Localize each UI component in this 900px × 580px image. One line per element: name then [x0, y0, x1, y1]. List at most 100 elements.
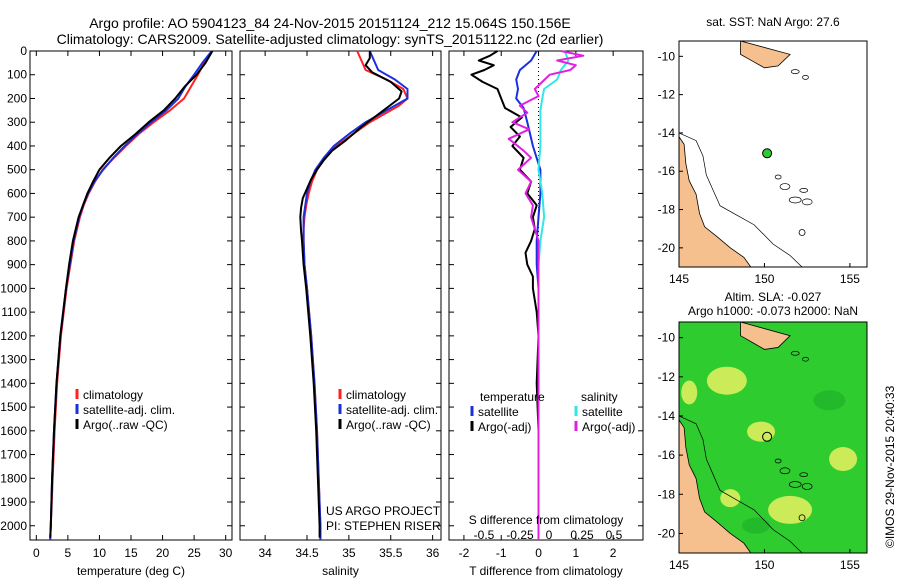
- x-tick-label: 36: [426, 546, 440, 560]
- legend-label-clim: climatology: [346, 388, 406, 402]
- lat-tick-label: -16: [658, 448, 676, 462]
- panel-frame-temperature: [29, 50, 233, 541]
- map-frame: [678, 40, 868, 268]
- x-tick-label: 34.5: [295, 546, 319, 560]
- lat-tick-label: -18: [658, 203, 676, 217]
- lon-tick-label: 150: [754, 558, 774, 572]
- new-guinea-land: [740, 40, 791, 69]
- sst-map: [678, 40, 868, 268]
- sst-map-background: [679, 41, 867, 267]
- sla-high-patch: [747, 421, 776, 442]
- x-tick-label: -1: [496, 546, 507, 560]
- reef-outline: [799, 472, 809, 478]
- reef-outline: [801, 198, 813, 206]
- argo-position-marker: [762, 148, 773, 159]
- depth-tick-label: 400: [7, 139, 27, 153]
- salinity-diff-tick-label: 0.25: [570, 528, 594, 542]
- lat-tick-label: -10: [658, 331, 676, 345]
- lon-tick-label: 155: [840, 272, 860, 286]
- bathymetry-contour: [678, 132, 803, 268]
- project-annotation: US ARGO PROJECT: [326, 504, 441, 518]
- legend-salinity-title: salinity: [581, 390, 618, 404]
- x-tick-label: 10: [93, 546, 107, 560]
- x-axis-label-salinity: S difference from climatology: [469, 513, 624, 527]
- reef-outline: [788, 481, 802, 488]
- map-frame: [678, 321, 868, 554]
- new-guinea-land: [740, 321, 791, 350]
- x-axis-label: salinity: [322, 564, 359, 578]
- lon-tick-label: 155: [840, 558, 860, 572]
- reef-outline: [790, 350, 800, 356]
- reef-outline: [802, 356, 809, 362]
- depth-tick-label: 1500: [0, 400, 27, 414]
- mooring-marker: [798, 229, 806, 236]
- x-tick-label: 2: [610, 546, 617, 560]
- x-tick-label: 25: [187, 546, 201, 560]
- legend-label-temp-sat: satellite: [478, 405, 519, 419]
- legend-label-sal-argo: Argo(-adj): [582, 420, 635, 434]
- sla-high-patch: [681, 380, 698, 405]
- lat-tick-label: -12: [658, 370, 676, 384]
- lat-tick-label: -12: [658, 88, 676, 102]
- depth-tick-label: 600: [7, 186, 27, 200]
- series-line-sat: [49, 50, 213, 541]
- lat-tick-label: -14: [658, 409, 676, 423]
- depth-tick-label: 1200: [0, 329, 27, 343]
- x-tick-label: 35: [342, 546, 356, 560]
- series-line-argo: [49, 50, 214, 538]
- x-tick-label: 5: [65, 546, 72, 560]
- series-line-clim: [49, 50, 213, 541]
- legend-label-sat: satellite-adj. clim.: [83, 403, 175, 417]
- lat-tick-label: -20: [658, 241, 676, 255]
- legend-temperature-title: temperature: [480, 390, 545, 404]
- sla-map-title-line1: Altim. SLA: -0.027: [725, 290, 822, 304]
- depth-tick-label: 1400: [0, 376, 27, 390]
- chart-title-line1: Argo profile: AO 5904123_84 24-Nov-2015 …: [89, 15, 571, 31]
- reef-outline: [774, 174, 782, 180]
- depth-tick-label: 2000: [0, 519, 27, 533]
- depth-tick-label: 300: [7, 115, 27, 129]
- sla-map-title-line2: Argo h1000: -0.073 h2000: NaN: [688, 304, 858, 318]
- salinity-diff-tick-label: 0: [546, 528, 553, 542]
- x-tick-label: 0: [33, 546, 40, 560]
- chart-title-line2: Climatology: CARS2009. Satellite-adjuste…: [56, 31, 604, 47]
- reef-outline: [790, 69, 800, 74]
- lat-tick-label: -10: [658, 49, 676, 63]
- x-tick-label: 15: [124, 546, 138, 560]
- series-line-sat: [302, 50, 409, 540]
- lon-tick-label: 150: [754, 272, 774, 286]
- x-tick-label: 30: [219, 546, 233, 560]
- imos-credit: ©IMOS 29-Nov-2015 20:40:33: [883, 385, 897, 548]
- depth-tick-label: 1800: [0, 471, 27, 485]
- x-axis-label: T difference from climatology: [469, 564, 623, 578]
- reef-outline: [788, 196, 802, 204]
- depth-tick-label: 100: [7, 68, 27, 82]
- lat-tick-label: -18: [658, 487, 676, 501]
- x-tick-label: 34: [258, 546, 272, 560]
- series-line-sal_argo: [507, 50, 585, 540]
- depth-tick-label: 700: [7, 210, 27, 224]
- panel-frame-salinity: [239, 50, 442, 541]
- legend-label-temp-argo: Argo(-adj): [478, 420, 531, 434]
- argo-position-marker: [762, 431, 773, 442]
- depth-tick-label: 0: [20, 44, 27, 58]
- salinity-diff-tick-label: 0.5: [606, 528, 623, 542]
- reef-outline: [779, 183, 791, 190]
- x-tick-label: 20: [156, 546, 170, 560]
- lat-tick-label: -20: [658, 526, 676, 540]
- reef-outline: [802, 75, 809, 80]
- lat-tick-label: -16: [658, 164, 676, 178]
- x-axis-label: temperature (deg C): [77, 564, 185, 578]
- panel-frame-differences: [448, 50, 644, 541]
- lat-tick-label: -14: [658, 126, 676, 140]
- legend-label-argo: Argo(..raw -QC): [83, 418, 168, 432]
- legend-label-argo: Argo(..raw -QC): [346, 418, 431, 432]
- reef-outline: [774, 458, 782, 464]
- salinity-diff-tick-label: -0.25: [506, 528, 534, 542]
- salinity-diff-tick-label: -0.5: [474, 528, 495, 542]
- legend-label-sat: satellite-adj. clim.: [346, 403, 438, 417]
- x-tick-label: 35.5: [379, 546, 403, 560]
- bathymetry-contour: [678, 415, 803, 554]
- series-line-argo: [299, 51, 403, 538]
